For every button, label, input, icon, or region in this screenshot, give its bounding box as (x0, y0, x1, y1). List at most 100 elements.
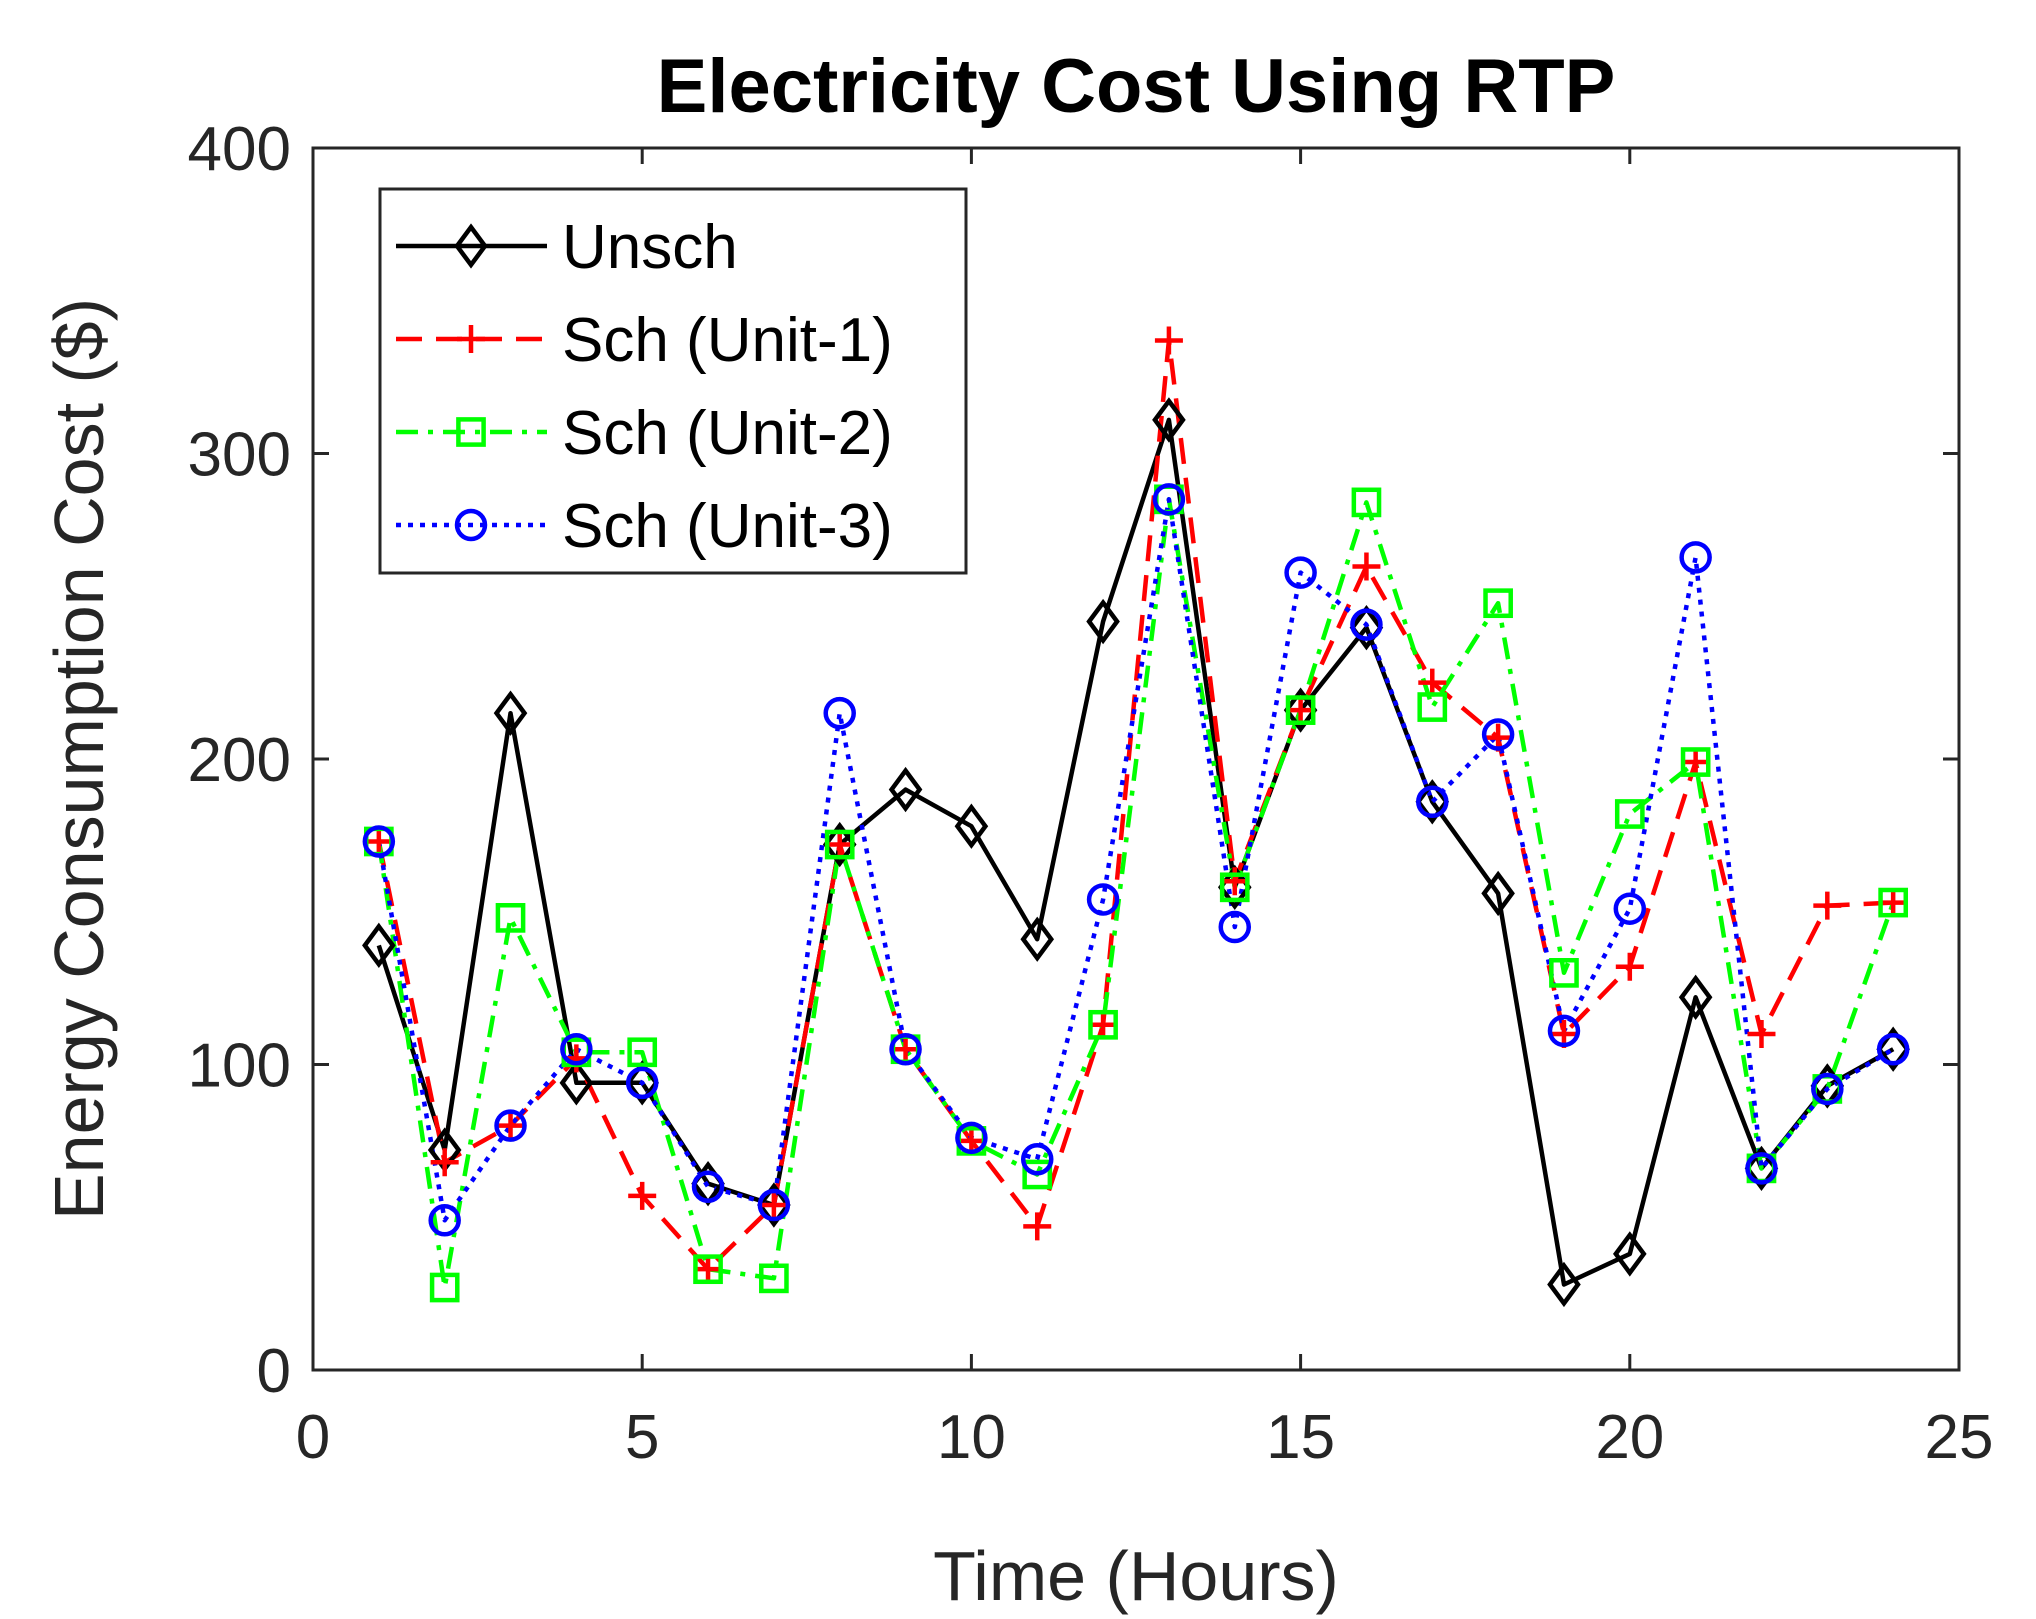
data-point-series-4 (1547, 1014, 1581, 1048)
data-point-series-4 (1218, 910, 1252, 944)
x-axis-title: Time (Hours) (933, 1537, 1339, 1615)
data-point-series-4 (955, 1121, 988, 1155)
data-point-series-2 (1879, 888, 1908, 917)
data-point-series-2 (1615, 952, 1644, 981)
data-point-series-1 (757, 1182, 791, 1228)
data-point-series-2 (1352, 552, 1381, 581)
legend-marker-2 (457, 325, 485, 353)
data-point-series-4 (428, 1204, 461, 1237)
data-point-series-4 (494, 1109, 527, 1142)
y-tick-label: 0 (257, 1337, 291, 1406)
data-point-series-2 (694, 1255, 723, 1284)
data-point-series-3 (1680, 747, 1711, 777)
data-point-series-2 (1220, 867, 1249, 896)
data-point-series-4 (1350, 608, 1383, 641)
data-point-series-1 (1020, 916, 1055, 962)
data-point-series-2 (496, 1111, 525, 1140)
data-point-series-3 (1614, 799, 1645, 829)
x-tick-label: 25 (1925, 1403, 1994, 1472)
y-axis-title: Energy Consumption Cost ($) (40, 298, 118, 1220)
data-point-series-3 (429, 1272, 460, 1303)
data-point-series-2 (1747, 1019, 1776, 1048)
data-point-series-1 (1876, 1026, 1910, 1072)
data-point-series-1 (954, 803, 989, 849)
data-point-series-3 (1351, 487, 1382, 518)
x-tick-label: 0 (296, 1403, 330, 1472)
data-point-series-4 (691, 1170, 725, 1203)
data-point-series-4 (1876, 1032, 1910, 1066)
data-point-series-2 (891, 1035, 920, 1064)
plot-area-frame (311, 146, 1961, 1372)
series-line-2 (376, 338, 1894, 1272)
data-point-series-1 (1415, 779, 1450, 825)
legend-label-2: Sch (Unit-1) (562, 306, 893, 375)
data-point-series-1 (1349, 604, 1384, 651)
data-point-series-1 (625, 1060, 660, 1106)
x-tick-label: 10 (937, 1403, 1006, 1472)
data-point-series-1 (822, 821, 857, 868)
data-point-series-1 (888, 766, 923, 813)
y-tick-label: 400 (188, 115, 291, 184)
data-point-series-2 (628, 1181, 657, 1210)
data-point-series-4 (625, 1066, 659, 1100)
data-point-series-4 (1152, 483, 1186, 516)
x-tick-label: 15 (1266, 1403, 1335, 1472)
data-point-series-3 (1549, 958, 1579, 988)
data-point-series-4 (362, 825, 396, 858)
data-point-series-1 (1744, 1145, 1779, 1192)
data-point-series-1 (1481, 870, 1515, 917)
data-point-series-1 (493, 690, 528, 736)
data-point-series-1 (1547, 1261, 1581, 1308)
data-point-series-4 (560, 1032, 593, 1066)
data-point-series-1 (1086, 598, 1120, 645)
y-tick-label: 300 (188, 421, 291, 490)
data-point-series-3 (627, 1037, 658, 1068)
data-point-series-3 (1878, 887, 1909, 918)
data-point-series-4 (1020, 1142, 1054, 1176)
data-point-series-2 (1154, 326, 1183, 355)
legend-label-4: Sch (Unit-3) (562, 492, 893, 561)
data-point-series-2 (364, 827, 393, 856)
data-point-series-3 (1022, 1159, 1053, 1190)
data-point-series-4 (1284, 556, 1317, 589)
data-point-series-3 (693, 1254, 723, 1285)
x-tick-label: 20 (1595, 1403, 1664, 1472)
y-tick-label: 200 (188, 726, 291, 795)
data-point-series-2 (1813, 891, 1842, 920)
data-point-series-3 (1417, 692, 1448, 722)
data-point-series-3 (1219, 872, 1250, 903)
data-point-series-3 (1088, 1009, 1118, 1040)
axis-ticks: 0 5 10 15 20 25 0 100 200 300 400 (188, 115, 1994, 1472)
data-point-series-3 (495, 903, 526, 933)
data-point-series-4 (1679, 541, 1712, 574)
data-point-series-3 (1285, 695, 1316, 725)
x-tick-label: 5 (625, 1403, 659, 1472)
data-point-series-1 (1613, 1231, 1647, 1277)
data-point-series-2 (430, 1148, 459, 1177)
legend-marker-3 (456, 417, 486, 447)
data-point-series-2 (1023, 1212, 1052, 1241)
data-point-series-4 (1481, 718, 1515, 751)
data-point-series-4 (1613, 892, 1647, 925)
legend: Unsch Sch (Unit-1) Sch (Unit-2) Sch (Unit-3… (378, 187, 968, 575)
data-point-series-2 (1286, 696, 1315, 725)
legend-label-1: Unsch (562, 213, 738, 282)
data-point-series-4 (889, 1032, 922, 1066)
data-point-series-1 (1678, 974, 1713, 1020)
data-point-series-4 (823, 696, 856, 730)
data-point-series-3 (1483, 588, 1513, 619)
series-line-1 (376, 417, 1895, 1287)
chart-title: Electricity Cost Using RTP (657, 44, 1616, 129)
data-point-series-2 (1089, 1010, 1118, 1039)
data-point-series-1 (1152, 397, 1186, 443)
data-point-series-3 (759, 1263, 789, 1294)
data-point-series-1 (559, 1060, 594, 1106)
data-point-series-4 (1811, 1072, 1844, 1106)
data-point-series-2 (1418, 668, 1447, 697)
data-point-series-2 (759, 1191, 788, 1220)
y-tick-label: 100 (188, 1032, 291, 1101)
data-point-series-4 (1086, 883, 1120, 916)
legend-label-3: Sch (Unit-2) (562, 399, 893, 468)
